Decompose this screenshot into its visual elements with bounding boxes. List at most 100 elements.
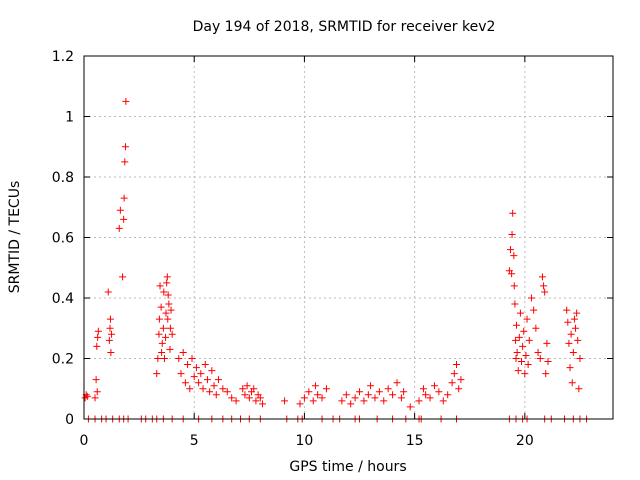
data-point (530, 306, 538, 314)
data-point (190, 373, 198, 381)
data-point (512, 355, 520, 362)
data-point (543, 339, 551, 347)
data-point (426, 394, 434, 402)
data-point (419, 385, 427, 393)
data-point (160, 355, 168, 362)
data-point (444, 391, 452, 399)
data-point (166, 345, 174, 353)
data-point (439, 397, 447, 405)
data-point (177, 370, 185, 378)
data-point (536, 355, 544, 362)
data-point (508, 270, 516, 278)
data-point (192, 364, 200, 372)
data-point (157, 303, 165, 311)
data-point (519, 342, 527, 350)
data-point (94, 327, 102, 335)
tick-labels: 0 0.2 0.4 0.6 0.8 1 1.2 0 5 10 15 20 (52, 49, 534, 449)
data-point (121, 143, 129, 151)
data-point (154, 355, 162, 362)
data-point (259, 400, 267, 408)
data-point (160, 288, 168, 296)
data-point (188, 355, 196, 362)
data-point (576, 355, 584, 362)
data-point (455, 385, 463, 393)
y-axis-label: SRMTID / TECUs (7, 181, 23, 294)
x-tick-label: 0 (80, 433, 89, 449)
data-point (512, 321, 520, 329)
data-point (347, 400, 355, 408)
data-point (232, 397, 240, 405)
data-point (309, 397, 317, 405)
data-point (179, 348, 187, 356)
data-point (212, 391, 220, 399)
data-point (155, 315, 163, 323)
data-point (156, 282, 164, 290)
data-point (514, 367, 522, 375)
data-point (568, 379, 576, 387)
x-tick-label: 5 (190, 433, 199, 449)
data-point (508, 230, 516, 238)
chart-title: Day 194 of 2018, SRMTID for receiver kev… (193, 19, 496, 35)
data-point (175, 355, 183, 362)
data-point (164, 315, 172, 323)
data-point (322, 385, 330, 393)
data-point (522, 351, 530, 359)
data-point (201, 361, 209, 369)
data-point (155, 330, 163, 338)
data-point (572, 324, 580, 332)
data-point (393, 379, 401, 387)
data-point (397, 394, 405, 402)
data-point (360, 397, 368, 405)
data-point (94, 333, 102, 341)
data-point (107, 348, 115, 356)
data-point (422, 391, 430, 399)
data-point (384, 385, 392, 393)
data-point (511, 300, 519, 308)
y-tick-label: 1 (65, 110, 74, 126)
data-point (119, 273, 127, 281)
data-point (570, 315, 578, 323)
data-point (305, 388, 313, 396)
data-point (241, 391, 249, 399)
x-tick-label: 15 (406, 433, 424, 449)
data-point (116, 206, 124, 214)
data-point (575, 385, 583, 393)
data-point (108, 330, 116, 338)
data-point (457, 376, 465, 384)
data-point (371, 394, 379, 402)
data-point (569, 348, 577, 356)
data-point (311, 382, 319, 390)
data-point (163, 279, 171, 287)
data-point (167, 306, 175, 314)
data-point (351, 394, 359, 402)
data-point (513, 348, 521, 356)
data-point (515, 333, 523, 341)
data-point (564, 318, 572, 326)
data-point (400, 388, 408, 396)
data-point (281, 397, 289, 405)
data-point (389, 391, 397, 399)
data-point (573, 309, 581, 317)
data-point (115, 224, 123, 232)
data-point (450, 370, 458, 378)
data-point (296, 400, 304, 408)
data-point (525, 336, 533, 344)
data-point (567, 330, 575, 338)
data-point (214, 376, 222, 384)
data-point (164, 291, 172, 299)
data-point (195, 379, 203, 387)
data-point (430, 382, 438, 390)
data-point (223, 388, 231, 396)
data-point (197, 370, 205, 378)
data-point (208, 367, 216, 375)
data-point (158, 339, 166, 347)
data-point (165, 300, 173, 308)
data-point (206, 388, 214, 396)
data-point (523, 315, 531, 323)
y-tick-label: 0.6 (52, 231, 74, 247)
data-point (184, 361, 192, 369)
data-point (406, 403, 414, 411)
data-point (542, 370, 550, 378)
data-point (158, 348, 166, 356)
data-point (256, 394, 264, 402)
